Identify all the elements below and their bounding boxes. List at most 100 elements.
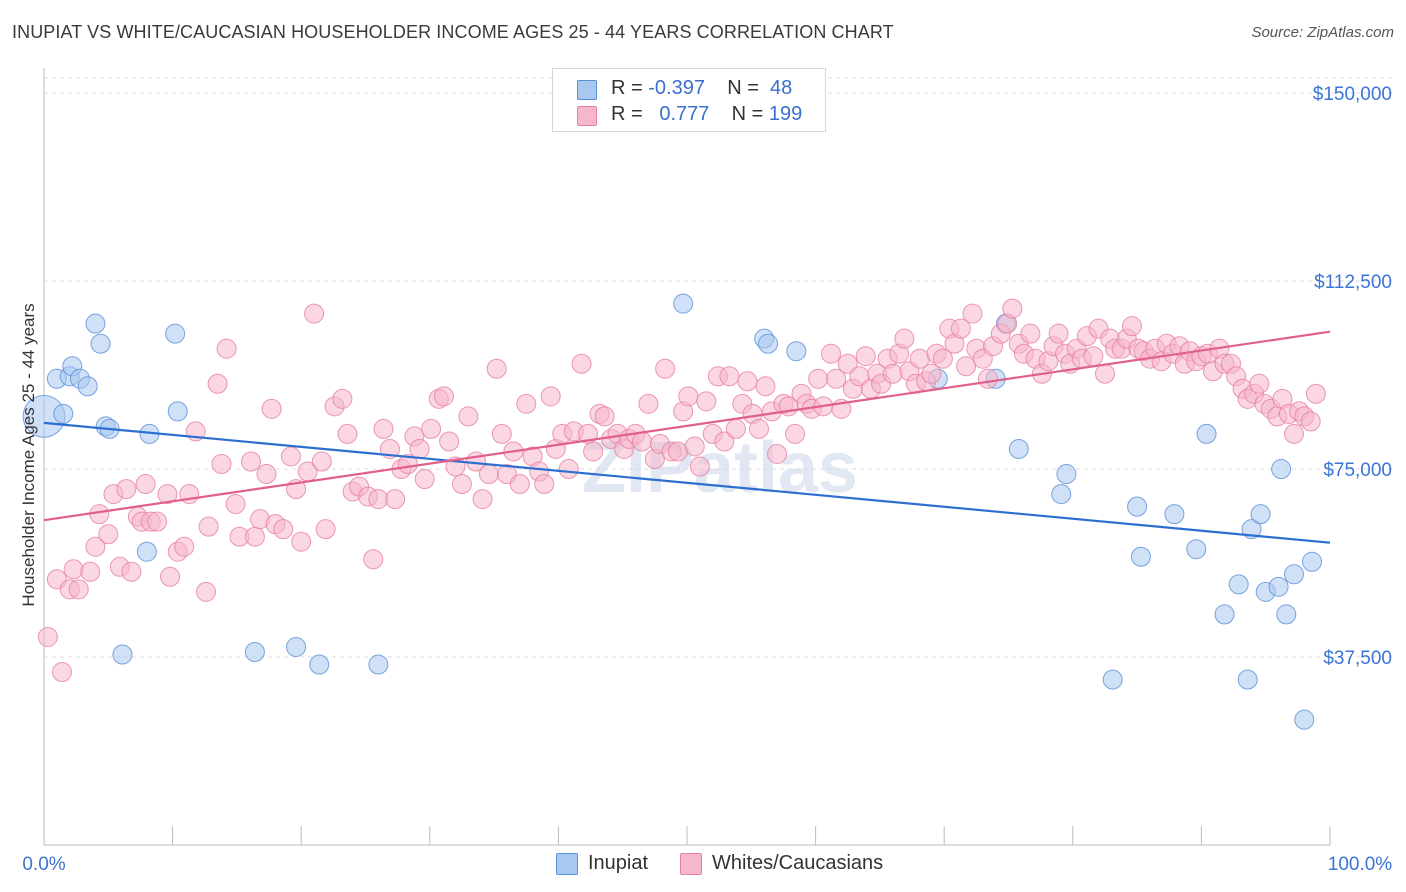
whites-point [977,368,998,389]
whites-point [631,431,652,452]
whites-point [749,418,770,439]
inupiat-point [165,323,186,344]
whites-point [1094,363,1115,384]
whites-point [37,626,58,647]
inupiat-point [368,654,389,675]
whites-point [655,358,676,379]
whites-point [451,474,472,495]
whites-point [1300,411,1321,432]
whites-point [558,459,579,480]
whites-point [491,423,512,444]
whites-point [98,524,119,545]
x-tick-label: 0.0% [22,854,65,875]
y-tick-label: $75,000 [1323,460,1392,481]
whites-point [516,393,537,414]
whites-point [882,363,903,384]
whites-point [157,484,178,505]
whites-point [116,479,137,500]
whites-point [921,363,942,384]
inupiat-point [1051,484,1072,505]
bottom-legend-label-whites: Whites/Caucasians [712,852,884,874]
whites-point [894,328,915,349]
whites-point [638,393,659,414]
inupiat-point [1130,546,1151,567]
whites-point [63,559,84,580]
legend-swatch-whites [577,106,597,126]
whites-point [211,454,232,475]
whites-point [261,398,282,419]
inupiat-point [1186,539,1207,560]
whites-point [89,504,110,525]
whites-point [737,371,758,392]
whites-point [534,474,555,495]
whites-point [1083,346,1104,367]
inupiat-point [1237,669,1258,690]
whites-point [540,386,561,407]
whites-point [337,423,358,444]
whites-point [1020,323,1041,344]
whites-point [950,318,971,339]
inupiat-point [77,376,98,397]
whites-point [956,356,977,377]
whites-point [439,431,460,452]
inupiat-point [1056,464,1077,485]
inupiat-point [1127,496,1148,517]
whites-point [256,464,277,485]
whites-point [225,494,246,515]
whites-point [486,358,507,379]
whites-point [785,423,806,444]
whites-point [1048,323,1069,344]
inupiat-point [786,341,807,362]
whites-point [121,561,142,582]
bottom-legend-swatch-whites [680,853,702,875]
inupiat-point [1268,576,1289,597]
whites-point [594,406,615,427]
y-tick-label: $37,500 [1323,648,1392,669]
legend-text-whites: R = 0.777 N = 199 [611,103,803,125]
whites-point [821,343,842,364]
trend-line-whites [43,330,1331,522]
whites-point [1283,423,1304,444]
inupiat-point [112,644,133,665]
whites-point [196,581,217,602]
whites-point [684,436,705,457]
whites-point [458,406,479,427]
source-label: Source: ZipAtlas.com [1251,24,1394,41]
whites-point [363,549,384,570]
whites-point [583,441,604,462]
y-tick-label: $150,000 [1313,84,1392,105]
whites-point [678,386,699,407]
whites-point [808,368,829,389]
whites-point [198,516,219,537]
whites-point [244,526,265,547]
tick-labels: $37,500 $75,000 $112,500 $150,000 0.0% 100.0% [22,84,1392,875]
bottom-legend-label-inupiat: Inupiat [588,852,649,874]
whites-point [397,454,418,475]
inupiat-point [1283,564,1304,585]
whites-point [52,662,73,683]
whites-point [725,418,746,439]
inupiat-point [244,641,265,662]
whites-point [80,561,101,582]
whites-point [433,386,454,407]
trend-line-inupiat [43,421,1331,544]
inupiat-point [1102,669,1123,690]
whites-point [719,366,740,387]
whites-point [273,519,294,540]
inupiat-point [1301,551,1322,572]
whites-point [571,353,592,374]
inupiat-point [1250,504,1271,525]
inupiat-point [1294,709,1315,730]
whites-point [472,489,493,510]
series-inupiat [22,293,1322,730]
y-axis-label: Householder Income Ages 25 - 44 years [19,303,38,606]
whites-point [1002,298,1023,319]
whites-point [855,346,876,367]
inupiat-point [1271,459,1292,480]
whites-point [304,303,325,324]
inupiat-point [136,541,157,562]
whites-point [1249,373,1270,394]
inupiat-point [90,333,111,354]
chart-title: INUPIAT VS WHITE/CAUCASIAN HOUSEHOLDER I… [12,22,894,42]
